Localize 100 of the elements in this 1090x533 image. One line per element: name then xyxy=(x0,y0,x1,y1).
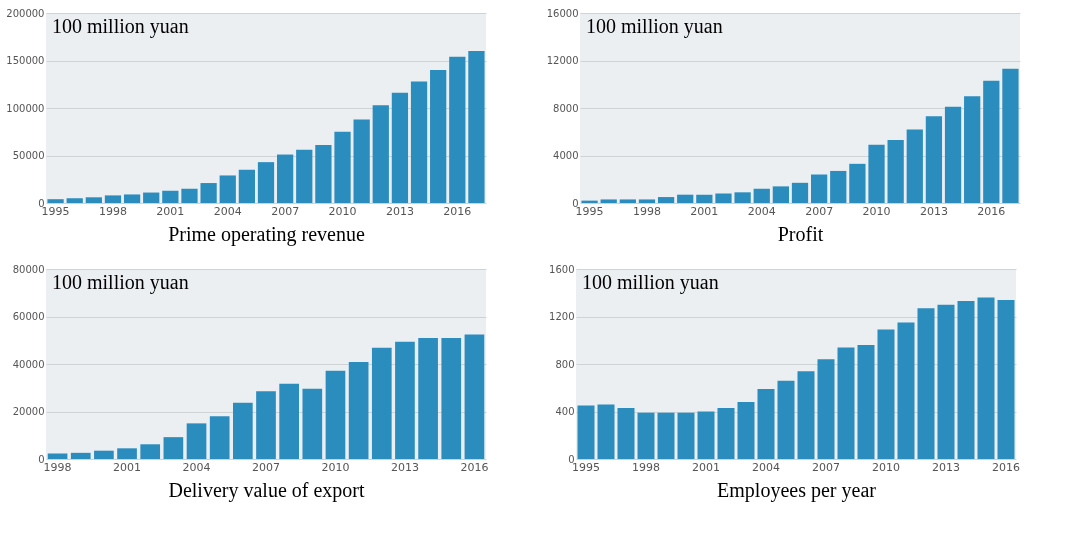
x-tick-label: 2013 xyxy=(385,204,414,218)
x-tick-label: 2004 xyxy=(752,460,780,474)
y-tick-label: 1600 xyxy=(549,263,575,275)
y-tick-label: 40000 xyxy=(12,358,45,370)
bar xyxy=(315,145,332,203)
bar xyxy=(395,341,415,459)
bar xyxy=(597,404,615,459)
x-tick-label: 2016 xyxy=(460,460,489,474)
bar xyxy=(66,198,83,203)
bar xyxy=(296,149,313,203)
bar xyxy=(418,338,438,459)
bar xyxy=(837,347,855,459)
x-tick-label: 2004 xyxy=(182,460,211,474)
x-axis-title: Employees per year xyxy=(717,478,877,502)
x-tick-label: 2010 xyxy=(328,204,357,218)
bar xyxy=(430,70,447,203)
y-tick-label: 12000 xyxy=(546,55,579,66)
bar xyxy=(638,199,656,203)
bar xyxy=(85,197,102,203)
annotation: 100 million yuan xyxy=(52,15,189,38)
bar xyxy=(757,388,775,459)
bar xyxy=(334,131,351,203)
y-tick-label: 20000 xyxy=(12,406,45,417)
y-tick-label: 0 xyxy=(38,453,45,465)
bar xyxy=(777,380,795,459)
annotation: 100 million yuan xyxy=(586,15,723,38)
bar xyxy=(1002,68,1019,203)
bar xyxy=(47,199,64,203)
bar xyxy=(697,411,715,459)
bar xyxy=(734,192,751,203)
bar xyxy=(600,199,617,203)
bar xyxy=(983,80,1000,203)
bar xyxy=(677,194,694,203)
x-tick-label: 2001 xyxy=(690,204,719,218)
bar xyxy=(637,412,655,459)
bar xyxy=(997,299,1015,459)
bar xyxy=(348,362,369,459)
bar xyxy=(391,92,409,203)
bar xyxy=(617,407,635,459)
x-tick-label: 2010 xyxy=(321,460,350,474)
bar xyxy=(877,329,895,459)
bar xyxy=(906,129,923,203)
x-tick-label: 2016 xyxy=(992,460,1020,474)
bar xyxy=(449,56,466,203)
bar xyxy=(468,51,485,203)
bar xyxy=(577,405,595,459)
bar xyxy=(353,119,370,203)
x-tick-label: 2004 xyxy=(213,204,242,218)
bar xyxy=(977,297,995,459)
bar xyxy=(897,322,915,459)
bar xyxy=(887,140,904,203)
y-tick-label: 80000 xyxy=(12,263,45,275)
x-tick-label: 2013 xyxy=(932,460,960,474)
bar xyxy=(868,144,885,203)
bar xyxy=(696,194,713,203)
bar xyxy=(811,174,828,203)
annotation: 100 million yuan xyxy=(52,271,189,294)
x-tick-label: 2007 xyxy=(812,460,840,474)
y-tick-label: 50000 xyxy=(12,150,45,161)
bar xyxy=(181,188,198,203)
bar xyxy=(162,190,179,203)
bar xyxy=(371,347,392,459)
annotation: 100 million yuan xyxy=(582,271,719,294)
bar xyxy=(857,345,875,459)
bar xyxy=(464,334,485,459)
bar xyxy=(279,383,299,459)
y-tick-label: 60000 xyxy=(12,311,45,322)
bar xyxy=(104,195,122,203)
y-tick-label: 100000 xyxy=(6,102,45,114)
bar xyxy=(143,192,160,203)
bar xyxy=(944,106,962,203)
bar xyxy=(657,197,675,203)
bar xyxy=(257,162,275,203)
x-axis-title: Delivery value of export xyxy=(168,478,365,502)
y-tick-label: 150000 xyxy=(6,55,45,66)
x-tick-label: 1998 xyxy=(43,460,72,474)
y-tick-label: 16000 xyxy=(546,7,579,19)
bar xyxy=(657,412,675,459)
x-tick-label: 2013 xyxy=(919,204,948,218)
bar xyxy=(325,370,346,459)
bar xyxy=(957,301,975,459)
bar xyxy=(372,105,389,203)
bar xyxy=(797,371,815,459)
bar xyxy=(772,186,789,203)
x-tick-label: 2016 xyxy=(977,204,1006,218)
bar xyxy=(441,338,462,459)
bar xyxy=(925,116,943,203)
bar xyxy=(717,407,735,459)
bar xyxy=(200,183,217,203)
bar xyxy=(163,437,184,459)
x-tick-label: 2007 xyxy=(805,204,834,218)
x-tick-label: 1998 xyxy=(632,204,661,218)
bar xyxy=(219,175,236,203)
y-tick-label: 400 xyxy=(555,406,575,417)
bar xyxy=(410,81,428,203)
x-tick-label: 2013 xyxy=(390,460,419,474)
x-tick-label: 2001 xyxy=(692,460,720,474)
bar xyxy=(964,96,981,203)
bar xyxy=(117,448,137,459)
bar xyxy=(791,182,809,203)
